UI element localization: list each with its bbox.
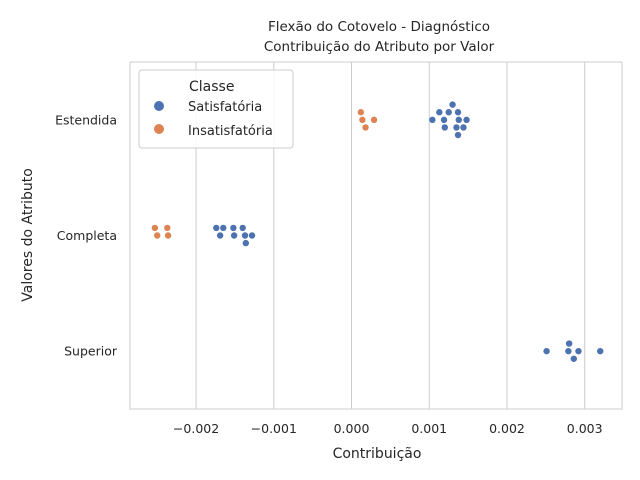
data-point-satisfatoria — [597, 347, 604, 355]
data-point-insatisfatoria — [164, 224, 171, 232]
y-tick-label: Completa — [57, 228, 117, 243]
x-axis-label: Contribuição — [333, 446, 422, 462]
data-point-satisfatoria — [570, 355, 578, 362]
x-tick-label: −0.002 — [173, 421, 219, 436]
data-point-satisfatoria — [453, 124, 460, 131]
data-point-satisfatoria — [440, 116, 448, 124]
y-axis-ticks: Estendida Completa Superior — [55, 112, 118, 358]
data-point-insatisfatoria — [154, 232, 161, 239]
data-point-insatisfatoria — [164, 232, 172, 239]
data-point-insatisfatoria — [359, 116, 366, 124]
data-point-satisfatoria — [449, 101, 456, 108]
data-point-satisfatoria — [220, 224, 227, 232]
data-point-satisfatoria — [239, 224, 246, 232]
data-point-satisfatoria — [441, 124, 448, 131]
legend-label-satisfatoria: Satisfatória — [188, 100, 262, 115]
legend-label-insatisfatoria: Insatisfatória — [188, 124, 273, 139]
data-point-satisfatoria — [455, 116, 462, 124]
x-axis-ticks: −0.002 −0.001 0.000 0.001 0.002 0.003 — [173, 421, 603, 436]
data-point-insatisfatoria — [370, 116, 378, 124]
legend-box — [138, 69, 294, 149]
data-point-insatisfatoria — [362, 124, 369, 131]
x-tick-label: 0.003 — [567, 421, 603, 436]
data-point-satisfatoria — [565, 340, 573, 347]
plot-frame — [129, 61, 623, 410]
data-point-satisfatoria — [436, 109, 443, 116]
data-point-satisfatoria — [565, 347, 572, 355]
data-point-insatisfatoria — [357, 109, 365, 116]
data-point-satisfatoria — [248, 232, 256, 239]
data-point-satisfatoria — [213, 224, 220, 232]
y-axis-label: Valores do Atributo — [20, 168, 36, 302]
data-point-satisfatoria — [216, 232, 224, 239]
data-points — [151, 101, 604, 362]
data-point-satisfatoria — [230, 224, 237, 232]
x-tick-label: 0.001 — [411, 421, 447, 436]
data-point-satisfatoria — [454, 109, 462, 116]
x-tick-label: 0.002 — [489, 421, 525, 436]
data-point-satisfatoria — [241, 232, 249, 239]
chart-title-line2: Contribuição do Atributo por Valor — [264, 39, 495, 55]
data-point-satisfatoria — [242, 239, 250, 247]
data-point-satisfatoria — [460, 124, 467, 131]
legend-title: Classe — [189, 79, 234, 95]
y-tick-label: Estendida — [55, 112, 117, 127]
data-point-satisfatoria — [463, 116, 470, 124]
legend: Classe Satisfatória Insatisfatória — [138, 69, 294, 149]
data-point-satisfatoria — [454, 131, 462, 139]
data-point-satisfatoria — [230, 232, 238, 239]
legend-marker-insatisfatoria — [154, 124, 164, 134]
y-tick-label: Superior — [64, 344, 118, 359]
data-point-satisfatoria — [543, 347, 550, 355]
data-point-satisfatoria — [575, 347, 582, 355]
data-point-satisfatoria — [429, 116, 436, 124]
legend-marker-satisfatoria — [154, 101, 164, 111]
x-tick-label: −0.001 — [251, 421, 297, 436]
chart-title-line1: Flexão do Cotovelo - Diagnóstico — [268, 19, 490, 35]
x-tick-label: 0.000 — [334, 421, 370, 436]
data-point-insatisfatoria — [151, 224, 159, 232]
data-point-satisfatoria — [445, 109, 452, 116]
